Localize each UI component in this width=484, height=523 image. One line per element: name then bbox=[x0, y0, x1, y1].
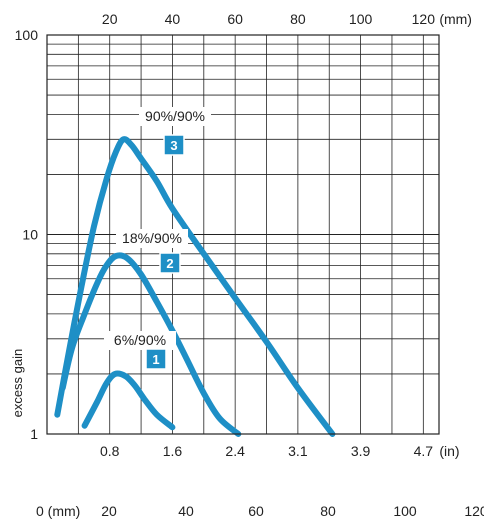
x-extra-tick-label: 80 bbox=[320, 503, 336, 519]
series-line-1 bbox=[81, 370, 176, 431]
series-label-background bbox=[116, 229, 188, 248]
series-badge-number: 2 bbox=[166, 256, 173, 271]
series-name-label: 90%/90% bbox=[145, 108, 205, 124]
series-name-label: 6%/90% bbox=[114, 332, 166, 348]
x-bottom-tick-label: 1.6 bbox=[163, 443, 183, 459]
x-extra-tick-label: 20 bbox=[101, 503, 117, 519]
plot-frame bbox=[46, 34, 440, 435]
series-lines bbox=[54, 136, 336, 437]
series-badge bbox=[145, 348, 167, 370]
x-bottom-tick-label: 3.9 bbox=[351, 443, 371, 459]
x-top-tick-label: 20 bbox=[102, 11, 118, 27]
series-line-2 bbox=[59, 252, 242, 437]
x-bottom-tick-label: 4.7 bbox=[414, 443, 434, 459]
series-label-background bbox=[104, 331, 176, 350]
y-tick-label: 10 bbox=[22, 227, 38, 243]
series-label-background bbox=[139, 107, 211, 126]
x-extra-tick-label: 120 bbox=[464, 503, 484, 519]
series-name-label: 18%/90% bbox=[122, 230, 182, 246]
y-axis-title: excess gain bbox=[10, 349, 25, 418]
series-labels: 6%/90% 1 18%/90% 2 90%/90% 3 bbox=[104, 107, 211, 370]
series-badge-number: 3 bbox=[170, 138, 177, 153]
x-extra-tick-label: 40 bbox=[178, 503, 194, 519]
x-bottom-tick-label: 2.4 bbox=[225, 443, 245, 459]
x-extra-tick-label: 100 bbox=[393, 503, 417, 519]
grid bbox=[47, 35, 439, 435]
series-line-3 bbox=[54, 136, 336, 437]
x-bottom-tick-label: 0.8 bbox=[100, 443, 120, 459]
x-top-tick-label: 120 bbox=[412, 11, 436, 27]
series-badge bbox=[159, 252, 181, 274]
y-tick-label: 100 bbox=[15, 27, 39, 43]
x-top-tick-label: 100 bbox=[349, 11, 373, 27]
x-extra-unit: 0 (mm) bbox=[36, 503, 80, 519]
x-top-tick-label: 60 bbox=[227, 11, 243, 27]
x-bottom-unit: (in) bbox=[439, 443, 459, 459]
x-top-unit: (mm) bbox=[439, 11, 472, 27]
x-top-tick-label: 80 bbox=[290, 11, 306, 27]
y-tick-label: 1 bbox=[30, 426, 38, 442]
series-badge bbox=[163, 134, 185, 156]
series-badge-number: 1 bbox=[152, 352, 159, 367]
x-top-tick-label: 40 bbox=[165, 11, 181, 27]
x-extra-tick-label: 60 bbox=[248, 503, 264, 519]
x-bottom-tick-label: 3.1 bbox=[288, 443, 308, 459]
